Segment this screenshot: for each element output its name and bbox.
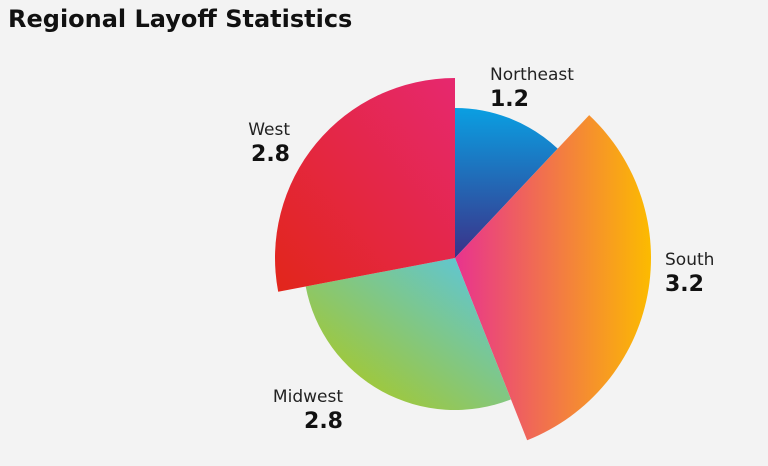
slice-value: 2.8 (251, 142, 290, 167)
slice-value: 2.8 (304, 409, 343, 434)
chart-title: Regional Layoff Statistics (8, 5, 352, 33)
slice-label: Northeast (490, 65, 574, 85)
slice-label: Midwest (273, 387, 343, 407)
slice-value: 3.2 (665, 272, 704, 297)
pie-slice (455, 108, 558, 258)
slice-label: West (248, 120, 290, 140)
pie-slice (275, 78, 455, 292)
slice-value: 1.2 (490, 87, 529, 112)
pie-slice (455, 115, 651, 441)
pie-slice (305, 258, 511, 410)
slice-label: South (665, 250, 714, 270)
